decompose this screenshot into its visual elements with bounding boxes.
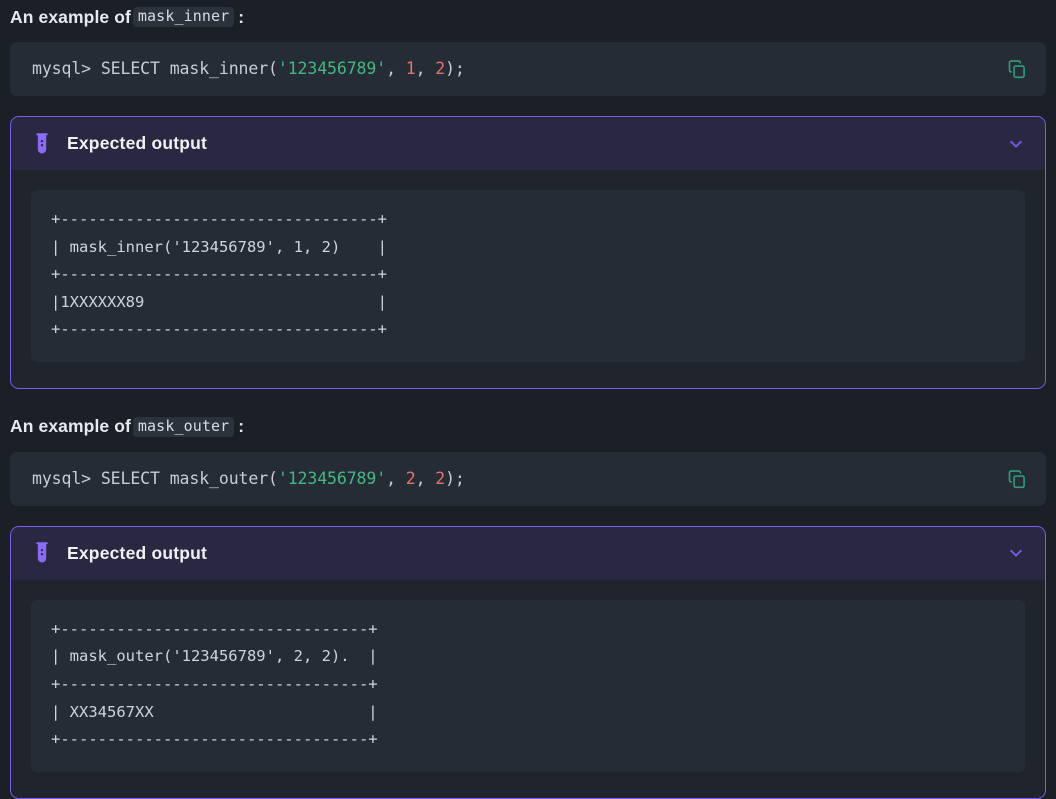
expected-output-title: Expected output [67, 133, 208, 153]
heading-prefix: An example of [10, 6, 131, 27]
sql-command-block: mysql> SELECT mask_outer('123456789', 2,… [10, 451, 1046, 506]
sql-comma-2: , [415, 59, 436, 79]
collapse-toggle-button[interactable] [1003, 131, 1029, 157]
inline-code-function-name: mask_inner [132, 7, 235, 27]
example-heading: An example of mask_inner : [10, 0, 1046, 34]
sql-comma-1: , [386, 468, 406, 488]
inline-code-function-name: mask_outer [132, 416, 235, 437]
heading-suffix: : [238, 6, 245, 27]
expected-output-header[interactable]: Expected output [11, 117, 1045, 170]
example-section-mask-outer: An example of mask_outer : mysql> SELECT… [10, 410, 1046, 799]
expected-output-card: Expected output +-----------------------… [10, 525, 1046, 799]
expected-output-header[interactable]: Expected output [11, 526, 1045, 580]
heading-prefix: An example of [10, 416, 131, 437]
expected-output-body: +---------------------------------+ | ma… [11, 579, 1045, 798]
example-heading: An example of mask_outer : [10, 410, 1046, 444]
chevron-down-icon [1010, 140, 1022, 148]
sql-function-name: mask_outer [169, 468, 269, 488]
sql-comma-1: , [386, 59, 406, 79]
sql-close-paren: ); [445, 468, 465, 488]
expected-output-body: +----------------------------------+ | m… [11, 170, 1045, 388]
sql-open-paren: ( [268, 468, 278, 488]
expected-output-text: +----------------------------------+ | m… [31, 190, 1025, 362]
sql-prompt: mysql> [32, 59, 101, 79]
sql-keyword: SELECT [100, 59, 170, 79]
sql-close-paren: ); [445, 59, 465, 79]
sql-command-text: mysql> SELECT mask_inner('123456789', 1,… [32, 59, 465, 79]
sql-comma-2: , [415, 468, 436, 488]
sql-number-argument-2: 2 [435, 468, 446, 488]
expected-output-text: +---------------------------------+ | ma… [31, 599, 1025, 772]
copy-icon [1008, 60, 1025, 79]
sql-prompt: mysql> [32, 468, 101, 488]
chevron-down-icon [1010, 550, 1022, 557]
sql-command-block: mysql> SELECT mask_inner('123456789', 1,… [10, 42, 1046, 96]
copy-icon [1008, 470, 1025, 489]
sql-number-argument-1: 1 [405, 59, 416, 79]
test-tube-icon [36, 132, 48, 153]
heading-suffix: : [238, 416, 245, 437]
copy-button[interactable] [1004, 466, 1030, 492]
expected-output-title: Expected output [67, 542, 208, 563]
sql-keyword: SELECT [100, 468, 170, 488]
sql-open-paren: ( [268, 59, 278, 79]
expected-output-card: Expected output +-----------------------… [10, 116, 1046, 389]
copy-button[interactable] [1004, 56, 1030, 82]
example-section-mask-inner: An example of mask_inner : mysql> SELECT… [10, 0, 1046, 389]
test-tube-icon [36, 542, 48, 563]
sql-command-text: mysql> SELECT mask_outer('123456789', 2,… [32, 469, 465, 489]
sql-string-argument: '123456789' [277, 59, 387, 79]
sql-number-argument-2: 2 [435, 59, 446, 79]
sql-number-argument-1: 2 [405, 468, 416, 488]
sql-string-argument: '123456789' [277, 468, 387, 488]
sql-function-name: mask_inner [169, 59, 269, 79]
collapse-toggle-button[interactable] [1003, 540, 1029, 566]
